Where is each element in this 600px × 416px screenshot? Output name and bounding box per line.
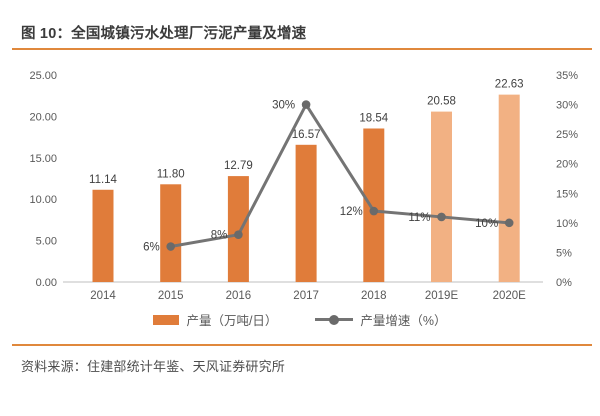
source-attribution: 资料来源：住建部统计年鉴、天风证券研究所 [21,359,286,374]
growth-point-label: 6% [143,242,160,254]
growth-line-marker [369,206,379,216]
bar-2020E [498,94,520,282]
line-marker-dot-icon [329,314,340,325]
growth-line-marker [301,100,311,109]
x-axis-category-label: 2017 [293,290,319,302]
left-axis-tick: 0.00 [36,277,57,289]
legend-label-growth: 产量增速（%） [360,314,447,328]
line-series-swatch-icon [315,314,354,325]
growth-line-marker [166,242,175,251]
bar-2018 [363,128,385,282]
figure-title: 图 10：全国城镇污水处理厂污泥产量及增速 [21,26,307,42]
growth-line-marker [437,212,446,222]
x-axis-category-label: 2015 [158,290,184,302]
chart-svg: 0.00 5.00 10.00 15.00 20.00 25.00 0% 5% 10% 15% 20… [29,70,578,302]
legend-item-production: 产量（万吨/日） [153,310,277,329]
bar-value-label: 11.80 [157,168,185,180]
chart-plot-area: 0.00 5.00 10.00 15.00 20.00 25.00 0% 5% 10% 15% 20… [0,58,600,308]
bar-2016 [227,176,249,282]
source-divider-rule [12,344,592,346]
left-axis-tick: 15.00 [29,153,57,165]
bar-value-label: 18.54 [359,112,388,124]
right-axis-tick: 25% [556,129,578,141]
bar-value-label: 20.58 [427,96,456,108]
growth-line-series [170,101,510,248]
legend-label-production: 产量（万吨/日） [186,314,278,328]
left-axis-tick: 10.00 [29,194,57,206]
bar-value-label: 16.57 [292,129,321,141]
growth-point-label: 30% [272,100,295,112]
growth-point-label: 11% [408,212,430,224]
growth-point-label: 8% [211,230,228,242]
x-axis-category-label: 2020E [493,290,527,302]
bar-value-label: 22.63 [495,79,524,91]
growth-point-label: 10% [475,218,498,230]
left-axis-tick: 5.00 [36,236,57,248]
bar-2019E [431,111,452,282]
growth-line-marker [504,218,514,228]
right-axis-tick: 0% [556,277,572,289]
x-axis-category-label: 2016 [226,290,252,302]
bar-2017 [295,144,317,282]
left-axis-tick: 25.00 [29,70,57,82]
x-axis-category-label: 2019E [425,290,459,302]
x-axis-category-label: 2014 [90,290,116,302]
right-axis-tick: 30% [556,100,578,112]
growth-line-marker [234,230,243,239]
left-axis-tick: 20.00 [29,111,57,123]
right-axis-tick: 35% [556,70,578,82]
right-axis-tick: 10% [556,218,578,230]
bar-series-swatch-icon [153,314,180,325]
bar-2015 [160,184,182,282]
right-axis-tick: 5% [556,247,572,259]
title-divider-rule [12,48,592,50]
x-axis-category-label: 2018 [361,290,387,302]
right-axis-tick: 15% [556,188,578,200]
growth-point-label: 12% [340,206,363,218]
legend-item-growth: 产量增速（%） [315,310,447,329]
chart-legend: 产量（万吨/日） 产量增速（%） [0,310,600,329]
right-axis-tick: 20% [556,159,578,171]
bar-value-label: 12.79 [224,160,253,172]
bar-value-label: 11.14 [89,174,118,186]
bar-2014 [92,189,114,282]
